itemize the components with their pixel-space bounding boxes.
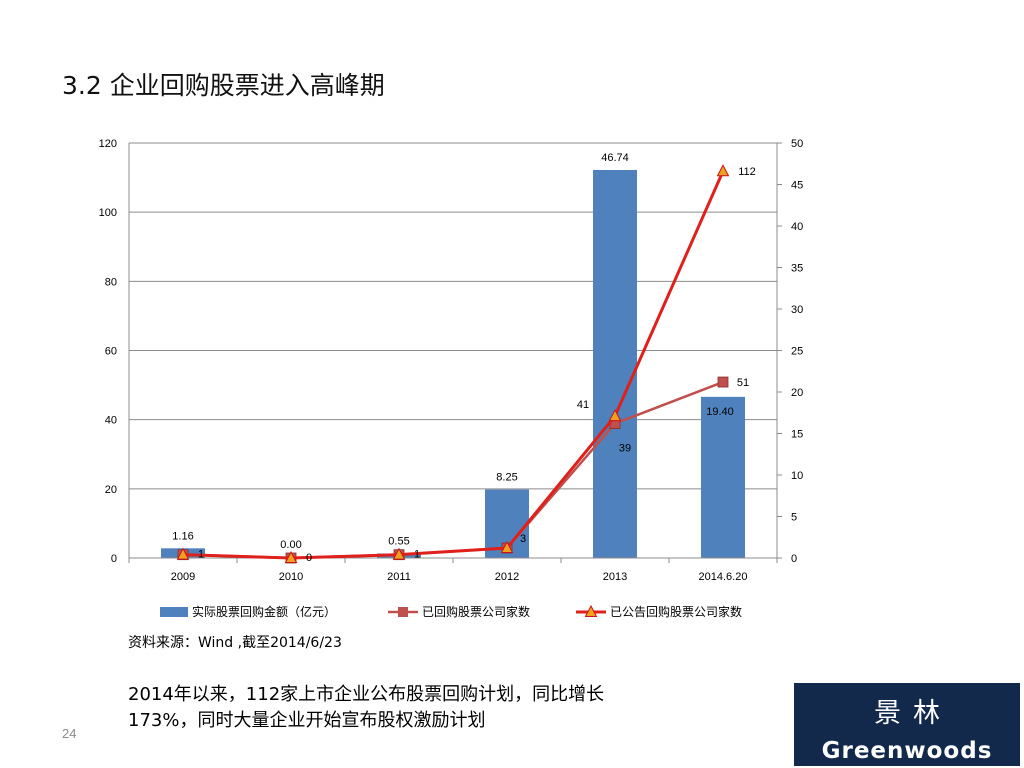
announced-buyback-line <box>182 170 725 560</box>
triangle-marker <box>500 540 514 554</box>
summary-line-1: 2014年以来，112家上市企业公布股票回购计划，同比增长 <box>128 684 605 705</box>
gridlines <box>129 142 777 490</box>
bar-value-label: 8.25 <box>496 472 517 484</box>
completed-count-label: 0 <box>306 552 312 564</box>
greenwoods-logo: 景林 Greenwoods <box>794 683 1020 766</box>
summary-line-2: 173%，同时大量企业开始宣布股权激励计划 <box>128 710 486 731</box>
completed-count-label: 39 <box>619 443 631 455</box>
triangle-marker <box>716 164 730 177</box>
logo-english-name: Greenwoods <box>821 738 993 764</box>
left-axis-tick-label: 80 <box>105 276 117 288</box>
left-axis-tick-label: 60 <box>105 346 117 358</box>
line-series <box>176 164 730 564</box>
bar-series <box>161 169 745 558</box>
legend-swatch-bar <box>160 607 188 617</box>
announced-count-label: 41 <box>577 399 589 411</box>
right-axis-tick-label: 20 <box>791 387 803 399</box>
bar-value-label: 1.16 <box>172 530 193 542</box>
x-axis-tick-label: 2009 <box>171 571 195 583</box>
right-axis-tick-label: 10 <box>791 470 803 482</box>
right-axis-tick-label: 25 <box>791 346 803 358</box>
source-note: 资料来源：Wind ,截至2014/6/23 <box>128 635 342 651</box>
triangle-marker <box>284 550 298 563</box>
right-axis-tick-label: 30 <box>791 304 803 316</box>
right-axis-tick-label: 45 <box>791 180 803 192</box>
x-axis-tick-label: 2012 <box>495 571 519 583</box>
completed-count-label: 1 <box>198 549 204 561</box>
completed-count-label: 1 <box>414 549 420 561</box>
right-axis-tick-label: 50 <box>791 138 803 150</box>
triangle-marker <box>176 547 190 560</box>
left-axis-tick-label: 20 <box>105 484 117 496</box>
x-axis-tick-label: 2014.6.20 <box>699 571 748 583</box>
legend-label-announced: 已公告回购股票公司家数 <box>610 604 742 619</box>
bar-value-label: 0.55 <box>388 536 409 548</box>
triangle-marker <box>608 408 622 422</box>
slide-title: 3.2 企业回购股票进入高峰期 <box>62 71 385 100</box>
bar-value-label: 0.00 <box>280 539 301 551</box>
completed-count-label: 3 <box>520 533 526 545</box>
left-axis-tick-label: 120 <box>99 138 117 150</box>
right-axis-tick-label: 35 <box>791 263 803 275</box>
bar <box>593 169 637 558</box>
bar <box>701 396 745 558</box>
legend-label-bar: 实际股票回购金额（亿元） <box>192 604 336 619</box>
triangle-marker <box>392 547 406 560</box>
left-axis-tick-label: 100 <box>99 207 117 219</box>
announced-count-label: 112 <box>738 166 756 178</box>
legend-swatch-square-marker <box>398 607 408 617</box>
legend: 实际股票回购金额（亿元） 已回购股票公司家数 已公告回购股票公司家数 <box>160 604 742 619</box>
axes <box>128 142 782 563</box>
bar-value-label: 46.74 <box>601 152 629 164</box>
left-axis-tick-label: 0 <box>111 553 117 565</box>
legend-label-completed: 已回购股票公司家数 <box>422 604 530 619</box>
right-axis-tick-label: 5 <box>791 512 797 524</box>
data-labels: 1.16 0.00 0.55 8.25 46.74 19.40 1 0 1 3 39 51 41 112 <box>172 152 755 564</box>
right-axis-tick-label: 15 <box>791 429 803 441</box>
x-axis-tick-label: 2013 <box>603 571 627 583</box>
x-axis-tick-label: 2011 <box>387 571 411 583</box>
page-number: 24 <box>62 726 77 741</box>
right-axis-tick-label: 40 <box>791 221 803 233</box>
bar-value-label: 19.40 <box>706 406 734 418</box>
completed-count-label: 51 <box>737 377 749 389</box>
completed-buyback-line <box>182 380 724 560</box>
legend-swatch-triangle-marker <box>584 604 598 617</box>
right-axis-tick-label: 0 <box>791 553 797 565</box>
logo-chinese-name: 景林 <box>874 698 952 729</box>
left-axis-tick-label: 40 <box>105 415 117 427</box>
summary-text: 2014年以来，112家上市企业公布股票回购计划，同比增长 173%，同时大量企… <box>128 682 748 734</box>
square-marker <box>717 376 729 388</box>
x-axis-tick-label: 2010 <box>279 571 303 583</box>
